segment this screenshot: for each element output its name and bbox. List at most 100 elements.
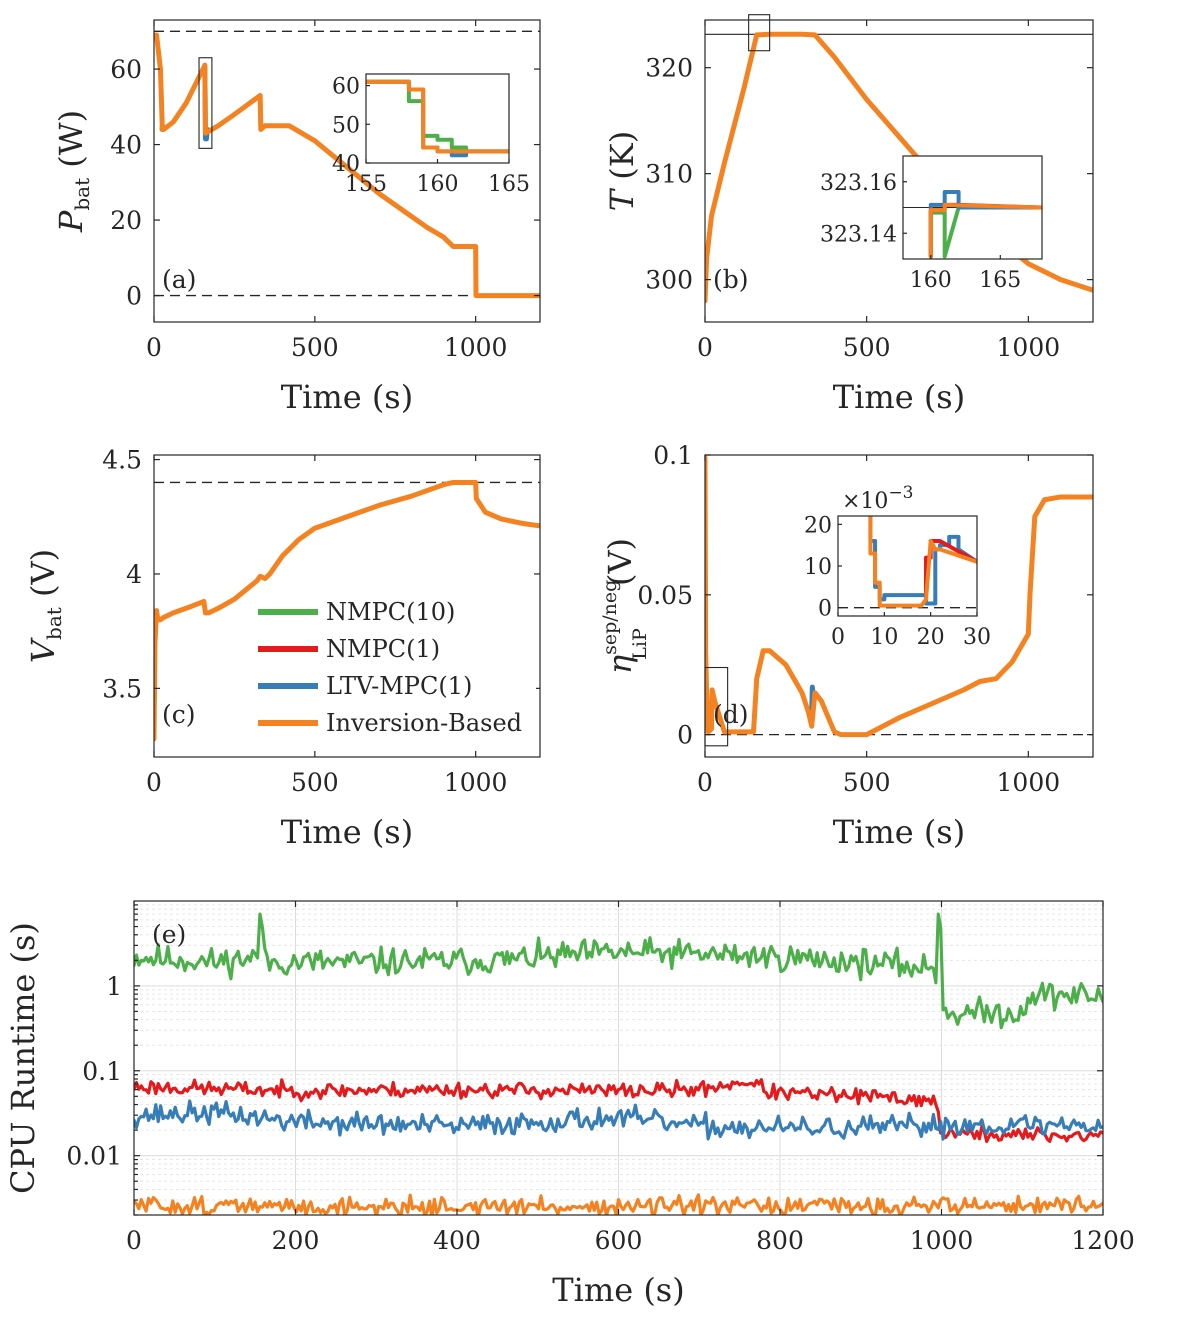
series-ltv-mpc-1	[134, 1099, 1103, 1141]
x-tick-label: 500	[843, 768, 891, 797]
x-tick-label: 1000	[997, 768, 1061, 797]
legend-label-inversion-based: Inversion-Based	[326, 709, 522, 737]
x-tick-label: 600	[595, 1226, 643, 1255]
y-axis-label: ηsep/neg LiP (V)	[599, 538, 651, 674]
panel-c-frame	[153, 454, 541, 758]
x-axis-label: Time (s)	[281, 378, 413, 416]
legend-label-nmpc-10: NMPC(10)	[326, 598, 455, 626]
x-tick-label: 0	[146, 333, 162, 362]
panel-label-d: (d)	[713, 700, 749, 729]
inset-frame	[902, 155, 1043, 260]
panel-a-frame	[153, 19, 541, 323]
inset-x-tick-label: 30	[963, 625, 991, 650]
panel-e-axes: 0 200 400 600 800 1000 1200 0.01 0.1 1 Time (s)	[66, 900, 1135, 1309]
inset-y-tick-label: 0	[818, 597, 832, 622]
x-tick-label: 200	[272, 1226, 320, 1255]
inset-y-tick-label: 10	[804, 555, 832, 580]
legend-label-ltv-mpc-1: LTV-MPC(1)	[326, 672, 472, 700]
x-tick-label: 0	[697, 333, 713, 362]
panel-a-axes: 0 500 1000 0 20 40 60 Time (s)	[110, 19, 541, 416]
inset-x-tick-label: 160	[417, 172, 459, 197]
panel-c	[154, 479, 540, 742]
y-tick-label: 4	[126, 560, 142, 589]
inset-exponent-label: ×10−3	[842, 483, 914, 514]
panel-a-inset: 155 160 165 40 50 60	[332, 73, 530, 197]
y-tick-label: 0	[677, 721, 693, 750]
series-inversion-based	[154, 32, 540, 299]
panel-d-frame	[704, 454, 1094, 758]
inset-series	[928, 190, 1042, 259]
y-tick-label: 4.5	[102, 446, 142, 475]
y-tick-label: 20	[110, 206, 142, 235]
y-axis-label: CPU Runtime (s)	[4, 922, 42, 1194]
x-tick-label: 500	[291, 768, 339, 797]
x-tick-label: 1000	[997, 333, 1061, 362]
panel-d-series	[705, 455, 1093, 738]
x-tick-label: 800	[756, 1226, 804, 1255]
panel-d-axes: 0 500 1000 0 0.05 0.1 Time (s)	[637, 441, 1094, 851]
inset-y-tick-label: 20	[804, 513, 832, 538]
y-tick-label: 3.5	[102, 674, 142, 703]
y-tick-label: 40	[110, 131, 142, 160]
y-tick-label: 60	[110, 55, 142, 84]
panel-c-axes: 0 500 1000 3.5 4 4.5 Time (s)	[102, 446, 541, 851]
x-tick-label: 400	[433, 1226, 481, 1255]
series-inversion-based	[928, 202, 1042, 259]
x-tick-label: 1200	[1071, 1226, 1135, 1255]
y-axis-label: Vbat (V)	[24, 549, 66, 663]
x-axis-label: Time (s)	[833, 378, 965, 416]
panel-b-axes: 0 500 1000 300 310 320 Time (s)	[645, 19, 1094, 416]
inset-y-tick-label: 323.16	[820, 171, 897, 196]
y-tick-label: 0	[126, 282, 142, 311]
y-tick-label: 320	[645, 54, 693, 83]
series-inversion-based	[868, 516, 977, 608]
panel-d-inset: 0 10 20 30 0 10 20 ×10−3	[804, 483, 991, 650]
inset-x-tick-label: 155	[345, 172, 387, 197]
y-tick-label: 0.1	[82, 1057, 122, 1086]
x-tick-label: 1000	[444, 333, 508, 362]
panel-c-series	[154, 479, 540, 742]
series-inversion-based	[154, 479, 540, 742]
panel-a	[154, 30, 540, 299]
y-axis-label: T (K)	[603, 131, 641, 211]
inset-y-tick-label: 50	[332, 113, 360, 138]
y-tick-label: 0.05	[637, 581, 693, 610]
inset-x-tick-label: 10	[870, 625, 898, 650]
inset-y-tick-label: 323.14	[820, 222, 897, 247]
legend-label-nmpc-1: NMPC(1)	[326, 635, 440, 663]
y-tick-label: 310	[645, 160, 693, 189]
x-tick-label: 1000	[910, 1226, 974, 1255]
y-tick-label: 0.1	[653, 441, 693, 470]
series-inversion-based	[705, 455, 1093, 738]
x-tick-label: 1000	[444, 768, 508, 797]
zoom-box	[198, 57, 213, 149]
x-tick-label: 0	[126, 1226, 142, 1255]
inset-x-tick-label: 165	[979, 268, 1021, 293]
x-axis-label: Time (s)	[552, 1271, 684, 1309]
panel-label-c: (c)	[162, 700, 196, 729]
x-tick-label: 500	[291, 333, 339, 362]
panel-a-series	[154, 32, 540, 299]
legend: NMPC(10) NMPC(1) LTV-MPC(1) Inversion-Based	[248, 592, 536, 744]
inset-x-tick-label: 160	[910, 268, 952, 293]
inset-x-tick-label: 165	[488, 172, 530, 197]
x-tick-label: 500	[843, 333, 891, 362]
x-axis-label: Time (s)	[833, 813, 965, 851]
series-inversion-based	[366, 79, 509, 154]
x-axis-label: Time (s)	[281, 813, 413, 851]
series-nmpc-10	[134, 912, 1103, 1030]
panel-label-e: (e)	[152, 920, 186, 949]
panel-b-inset: 160 165 323.14 323.16	[820, 155, 1043, 293]
inset-series	[868, 516, 977, 608]
x-tick-label: 0	[697, 768, 713, 797]
zoom-box	[748, 14, 771, 52]
inset-y-tick-label: 60	[332, 75, 360, 100]
x-tick-label: 0	[146, 768, 162, 797]
panel-label-b: (b)	[713, 265, 749, 294]
inset-series	[366, 79, 509, 158]
panel-b-frame	[704, 19, 1094, 323]
grid	[133, 901, 1104, 1216]
panel-label-a: (a)	[162, 265, 196, 294]
legend-box	[248, 592, 536, 744]
